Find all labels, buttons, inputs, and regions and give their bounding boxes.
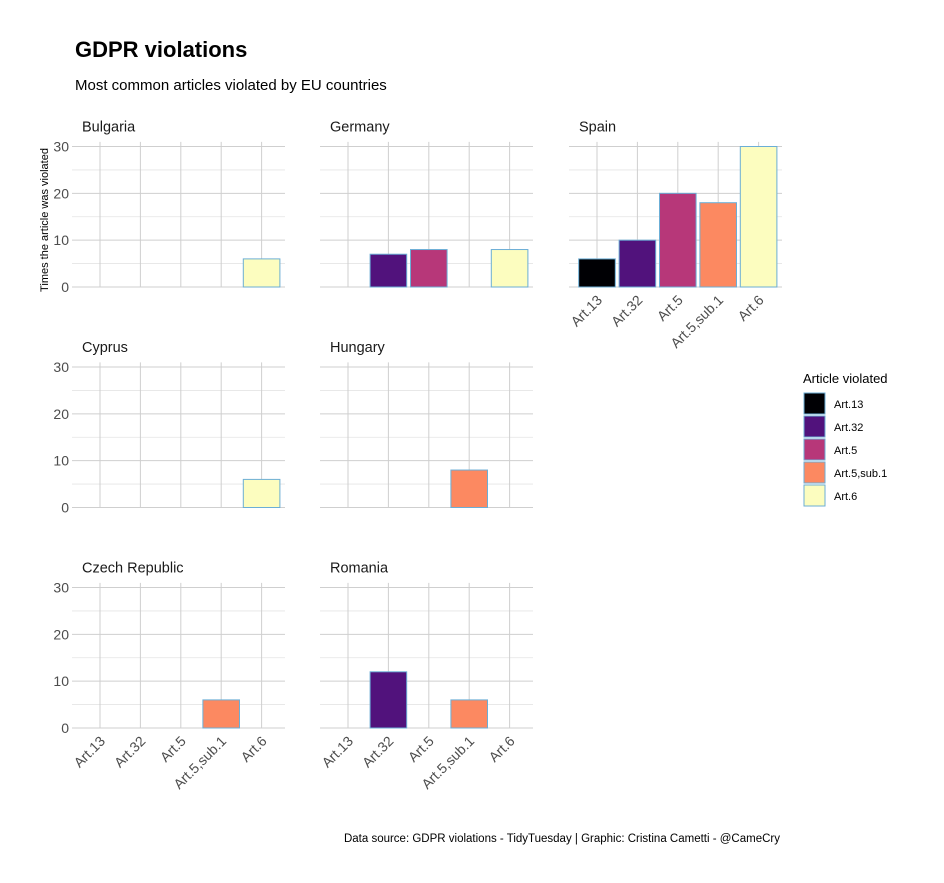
x-tick-label: Art.13 xyxy=(318,733,356,771)
bar-art-6 xyxy=(490,249,529,288)
bar-art-5 xyxy=(659,192,697,288)
legend-swatch xyxy=(803,438,826,461)
bar-art-5-sub-1 xyxy=(450,699,488,729)
chart-subtitle: Most common articles violated by EU coun… xyxy=(75,77,387,94)
y-tick-label: 0 xyxy=(61,500,69,516)
y-tick-label: 0 xyxy=(61,720,69,736)
y-tick-label: 20 xyxy=(53,406,69,422)
legend-label: Art.32 xyxy=(834,422,863,434)
panel-strip-label: Cyprus xyxy=(82,340,128,356)
legend-swatch xyxy=(803,392,826,415)
legend-swatch xyxy=(803,415,826,438)
y-tick-label: 30 xyxy=(53,359,69,375)
legend-swatch xyxy=(803,484,826,507)
bar-art-5-sub-1 xyxy=(202,699,240,729)
panel-germany: Germany xyxy=(320,120,533,288)
panel-strip-label: Hungary xyxy=(330,340,386,356)
x-tick-label: Art.5 xyxy=(654,292,686,324)
panel-bulgaria: Bulgaria 0 10 20 30 xyxy=(53,120,285,295)
panel-strip-label: Germany xyxy=(330,120,390,136)
bar-art-32 xyxy=(618,239,657,288)
y-tick-label: 10 xyxy=(53,673,69,689)
y-tick-label: 10 xyxy=(53,453,69,469)
x-tick-label: Art.32 xyxy=(608,292,646,330)
x-tick-label: Art.6 xyxy=(237,733,269,765)
bar-art-6 xyxy=(242,478,281,508)
panel-cyprus: Cyprus 0 10 20 30 xyxy=(53,340,285,516)
legend-label: Art.5,sub.1 xyxy=(834,468,887,480)
y-tick-label: 20 xyxy=(53,185,69,201)
panel-hungary: Hungary xyxy=(320,340,533,508)
x-tick-label: Art.5 xyxy=(157,733,189,765)
x-tick-label: Art.6 xyxy=(485,733,517,765)
legend-label: Art.13 xyxy=(834,399,863,411)
y-tick-label: 30 xyxy=(53,139,69,155)
bar-art-5 xyxy=(410,249,448,288)
x-tick-label: Art.13 xyxy=(70,733,108,771)
bar-art-6 xyxy=(242,258,281,288)
y-tick-label: 0 xyxy=(61,279,69,295)
panel-czech-republic: Czech Republic 0 10 20 30 Art.13 Art.32 Art.5 Ar… xyxy=(53,561,285,792)
x-tick-label: Art.32 xyxy=(111,733,149,771)
bar-art-5-sub-1 xyxy=(450,469,488,508)
bar-art-13 xyxy=(578,258,616,288)
bar-art-32 xyxy=(369,253,408,288)
chart-caption: Data source: GDPR violations - TidyTuesd… xyxy=(344,833,780,845)
legend: Art.13 Art.32 Art.5 Art.5,sub.1 Art.6 xyxy=(803,392,887,507)
y-tick-label: 20 xyxy=(53,626,69,642)
panel-strip-label: Spain xyxy=(579,120,616,136)
legend-swatch xyxy=(803,461,826,484)
y-axis-label: Times the article was violated xyxy=(39,148,51,292)
y-tick-label: 30 xyxy=(53,580,69,596)
x-tick-label: Art.32 xyxy=(359,733,397,771)
bar-art-32 xyxy=(369,671,408,729)
y-tick-label: 10 xyxy=(53,232,69,248)
panel-strip-label: Czech Republic xyxy=(82,561,184,577)
legend-label: Art.5 xyxy=(834,445,857,457)
panel-strip-label: Romania xyxy=(330,561,389,577)
x-tick-label: Art.13 xyxy=(567,292,605,330)
bar-art-5-sub-1 xyxy=(699,202,738,288)
legend-label: Art.6 xyxy=(834,491,857,503)
bar-art-6 xyxy=(739,146,778,288)
x-tick-label: Art.5 xyxy=(405,733,437,765)
legend-title: Article violated xyxy=(803,371,888,386)
chart-title: GDPR violations xyxy=(75,37,247,62)
x-tick-label: Art.6 xyxy=(734,292,766,324)
panel-strip-label: Bulgaria xyxy=(82,120,136,136)
